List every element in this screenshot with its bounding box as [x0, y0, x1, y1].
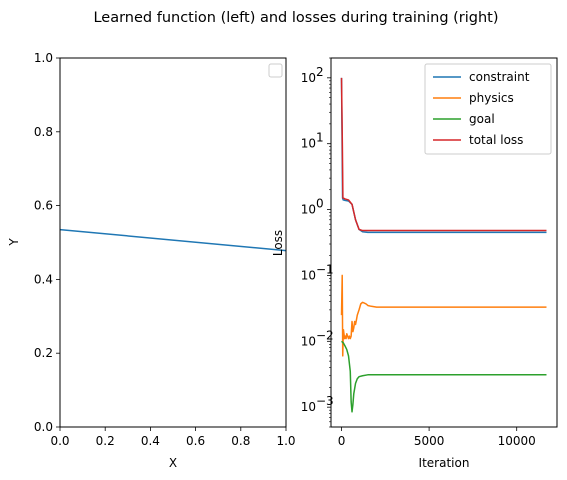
- left-y-tick-label: 1.0: [34, 51, 53, 65]
- right-x-tick-label: 0: [338, 434, 346, 448]
- legend-label-physics: physics: [469, 91, 514, 105]
- legend-label-total-loss: total loss: [469, 133, 523, 147]
- right-y-tick-exponent: −1: [316, 262, 334, 276]
- figure-title: Learned function (left) and losses durin…: [93, 10, 498, 26]
- right-legend-box: [424, 63, 552, 155]
- right-y-tick-label: 10: [301, 268, 316, 282]
- right-y-tick-label: 10: [301, 203, 316, 217]
- right-y-tick-label: 10: [301, 400, 316, 414]
- legend-label-goal: goal: [469, 112, 495, 126]
- series-line-goal: [341, 340, 547, 413]
- right-y-tick-label: 10: [301, 137, 316, 151]
- right-plot-frame: [330, 57, 558, 428]
- left-x-tick-label: 0.0: [50, 434, 69, 448]
- right-y-tick-label: 10: [301, 71, 316, 85]
- right-y-tick-exponent: 1: [316, 131, 324, 145]
- right-x-tick-label: 10000: [498, 434, 536, 448]
- right-y-tick-exponent: 2: [316, 65, 324, 79]
- right-y-tick-exponent: −3: [316, 394, 334, 408]
- left-series-line-0: [59, 228, 287, 252]
- right-x-tick-label: 5000: [414, 434, 445, 448]
- left-x-tick-label: 0.4: [141, 434, 160, 448]
- left-x-tick-label: 0.2: [96, 434, 115, 448]
- left-x-axis-label: X: [169, 456, 177, 470]
- left-y-tick-label: 0.6: [34, 199, 53, 213]
- left-y-tick-label: 0.8: [34, 125, 53, 139]
- series-line-physics: [340, 274, 547, 357]
- legend-label-constraint: constraint: [469, 70, 530, 84]
- right-y-tick-exponent: 0: [316, 197, 324, 211]
- right-y-axis-label: Loss: [271, 230, 285, 256]
- left-y-tick-label: 0.2: [34, 346, 53, 360]
- left-plot-frame: [59, 57, 287, 428]
- right-x-axis-label: Iteration: [419, 456, 470, 470]
- left-y-tick-label: 0.4: [34, 272, 53, 286]
- right-y-tick-label: 10: [301, 334, 316, 348]
- left-x-tick-label: 0.8: [231, 434, 250, 448]
- right-legend: constraint physics goal total loss: [424, 63, 552, 155]
- left-x-tick-label: 0.6: [186, 434, 205, 448]
- right-y-tick-exponent: −2: [316, 328, 334, 342]
- left-y-tick-label: 0.0: [34, 420, 53, 434]
- left-x-tick-label: 1.0: [276, 434, 295, 448]
- left-legend-box: [268, 63, 283, 78]
- left-plot: 0.0 0.2 0.4 0.6 0.8 1.0 0.00.20.40.60.81.0 X …: [7, 51, 296, 470]
- series-line-total-loss: [340, 77, 547, 232]
- left-y-axis-label: Y: [7, 238, 21, 247]
